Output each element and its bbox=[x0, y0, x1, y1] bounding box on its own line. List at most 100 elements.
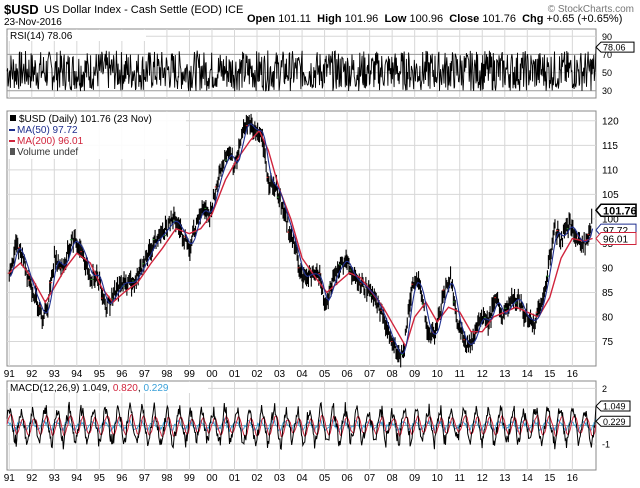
rsi-tick-label: 70 bbox=[602, 50, 612, 60]
x-tick-label: 11 bbox=[455, 369, 466, 380]
x-tick-label: 09 bbox=[409, 369, 421, 380]
x-tick-label-bottom: 02 bbox=[251, 473, 263, 484]
x-tick-label: 08 bbox=[387, 369, 399, 380]
x-tick-label: 04 bbox=[297, 369, 309, 380]
x-tick-label-bottom: 15 bbox=[544, 473, 556, 484]
x-tick-label: 02 bbox=[251, 369, 263, 380]
x-tick-label-bottom: 01 bbox=[229, 473, 241, 484]
rsi-tick-label: 50 bbox=[602, 68, 612, 78]
price-tick-label: 85 bbox=[602, 288, 614, 299]
macd-legend-label: MACD(12,26,9) bbox=[10, 383, 82, 394]
macd-tick-label: -1 bbox=[602, 440, 610, 450]
price-value-tag bbox=[594, 203, 637, 218]
x-tick-label: 10 bbox=[432, 369, 444, 380]
chart-date: 23-Nov-2016 bbox=[4, 17, 62, 28]
x-tick-label-bottom: 95 bbox=[94, 473, 106, 484]
x-tick-label: 07 bbox=[364, 369, 376, 380]
x-tick-label-bottom: 12 bbox=[477, 473, 489, 484]
rsi-tick-label: 90 bbox=[602, 32, 612, 42]
macd-legend-bg bbox=[8, 382, 208, 393]
close-value: 101.76 bbox=[482, 13, 516, 25]
price-legend-bg bbox=[8, 112, 186, 159]
x-tick-label: 16 bbox=[567, 369, 579, 380]
price-tick-label: 90 bbox=[602, 263, 614, 274]
x-tick-label-bottom: 13 bbox=[499, 473, 511, 484]
macd-line bbox=[6, 401, 597, 450]
macd-legend-value: 1.049, bbox=[82, 383, 113, 394]
low-label: Low bbox=[384, 13, 407, 25]
high-value: 101.96 bbox=[344, 13, 379, 25]
x-tick-label: 15 bbox=[544, 369, 556, 380]
x-tick-label-bottom: 97 bbox=[139, 473, 151, 484]
price-tick-label: 110 bbox=[602, 165, 618, 176]
open-value: 101.11 bbox=[278, 13, 312, 25]
x-tick-label-bottom: 06 bbox=[342, 473, 354, 484]
x-tick-label: 93 bbox=[49, 369, 61, 380]
x-tick-label-bottom: 07 bbox=[364, 473, 376, 484]
x-tick-label: 13 bbox=[499, 369, 511, 380]
volume-legend-swatch bbox=[10, 148, 15, 155]
rsi-tick-label: 30 bbox=[602, 86, 612, 96]
macd-legend: MACD(12,26,9) 1.049, 0.820, 0.229 bbox=[10, 383, 169, 394]
x-tick-label-bottom: 16 bbox=[567, 473, 579, 484]
x-tick-label: 00 bbox=[206, 369, 218, 380]
macd-legend-signal: 0.820 bbox=[113, 383, 138, 394]
high-label: High bbox=[317, 13, 342, 25]
macd-value-tag bbox=[595, 415, 631, 427]
price-legend-swatch bbox=[10, 115, 16, 121]
rsi-value-tag bbox=[595, 41, 635, 53]
x-tick-label-bottom: 11 bbox=[455, 473, 466, 484]
volume-legend: Volume undef bbox=[17, 147, 78, 158]
price-tick-label: 80 bbox=[602, 312, 614, 323]
x-tick-label: 01 bbox=[229, 369, 241, 380]
x-tick-label: 92 bbox=[26, 369, 38, 380]
ma200-legend: MA(200) 96.01 bbox=[17, 136, 84, 147]
low-value: 100.96 bbox=[409, 13, 444, 25]
price-value-tag-label: 97.72 bbox=[603, 226, 628, 237]
close-label: Close bbox=[449, 13, 480, 25]
x-tick-label: 98 bbox=[161, 369, 173, 380]
x-tick-label-bottom: 04 bbox=[297, 473, 309, 484]
price-tick-label: 100 bbox=[602, 214, 619, 225]
ma50-legend: MA(50) 97.72 bbox=[17, 125, 78, 136]
x-tick-label-bottom: 91 bbox=[4, 473, 16, 484]
x-tick-label-bottom: 94 bbox=[71, 473, 83, 484]
rsi-line bbox=[6, 47, 597, 92]
x-tick-label: 99 bbox=[184, 369, 196, 380]
x-tick-label-bottom: 03 bbox=[274, 473, 286, 484]
macd-legend-hist: 0.229 bbox=[143, 383, 168, 394]
rsi-legend: RSI(14) 78.06 bbox=[10, 31, 73, 42]
x-tick-label: 05 bbox=[319, 369, 331, 380]
x-tick-label-bottom: 98 bbox=[161, 473, 173, 484]
x-tick-label-bottom: 08 bbox=[387, 473, 399, 484]
price-tick-label: 120 bbox=[602, 116, 619, 127]
macd-value-tag bbox=[595, 400, 631, 412]
price-tick-label: 75 bbox=[602, 337, 614, 348]
macd-value-tag-label: 0.229 bbox=[603, 417, 626, 427]
x-tick-label-bottom: 09 bbox=[409, 473, 421, 484]
brand-watermark: © StockCharts.com bbox=[547, 4, 634, 15]
x-tick-label-bottom: 10 bbox=[432, 473, 444, 484]
quote-summary: Open 101.11 High 101.96 Low 100.96 Close… bbox=[247, 13, 622, 25]
x-tick-label: 06 bbox=[342, 369, 354, 380]
chart-symbol: $USD bbox=[4, 2, 39, 17]
price-tick-label: 115 bbox=[602, 141, 618, 152]
macd-tick-label: 2 bbox=[602, 384, 607, 394]
x-tick-label-bottom: 93 bbox=[49, 473, 61, 484]
x-tick-label-bottom: 00 bbox=[206, 473, 218, 484]
x-tick-label: 95 bbox=[94, 369, 106, 380]
x-tick-label-bottom: 99 bbox=[184, 473, 196, 484]
x-tick-label-bottom: 92 bbox=[26, 473, 38, 484]
chart-description: US Dollar Index - Cash Settle (EOD) ICE bbox=[44, 4, 244, 16]
rsi-legend-bg bbox=[8, 30, 146, 41]
x-tick-label: 03 bbox=[274, 369, 286, 380]
price-tick-label: 105 bbox=[602, 190, 619, 201]
ma50-line bbox=[9, 123, 594, 355]
rsi-value-tag-label: 78.06 bbox=[603, 43, 626, 53]
macd-signal-line bbox=[6, 413, 597, 438]
x-tick-label: 91 bbox=[4, 369, 16, 380]
x-tick-label: 12 bbox=[477, 369, 489, 380]
x-tick-label-bottom: 14 bbox=[522, 473, 534, 484]
ma200-line bbox=[8, 129, 593, 349]
